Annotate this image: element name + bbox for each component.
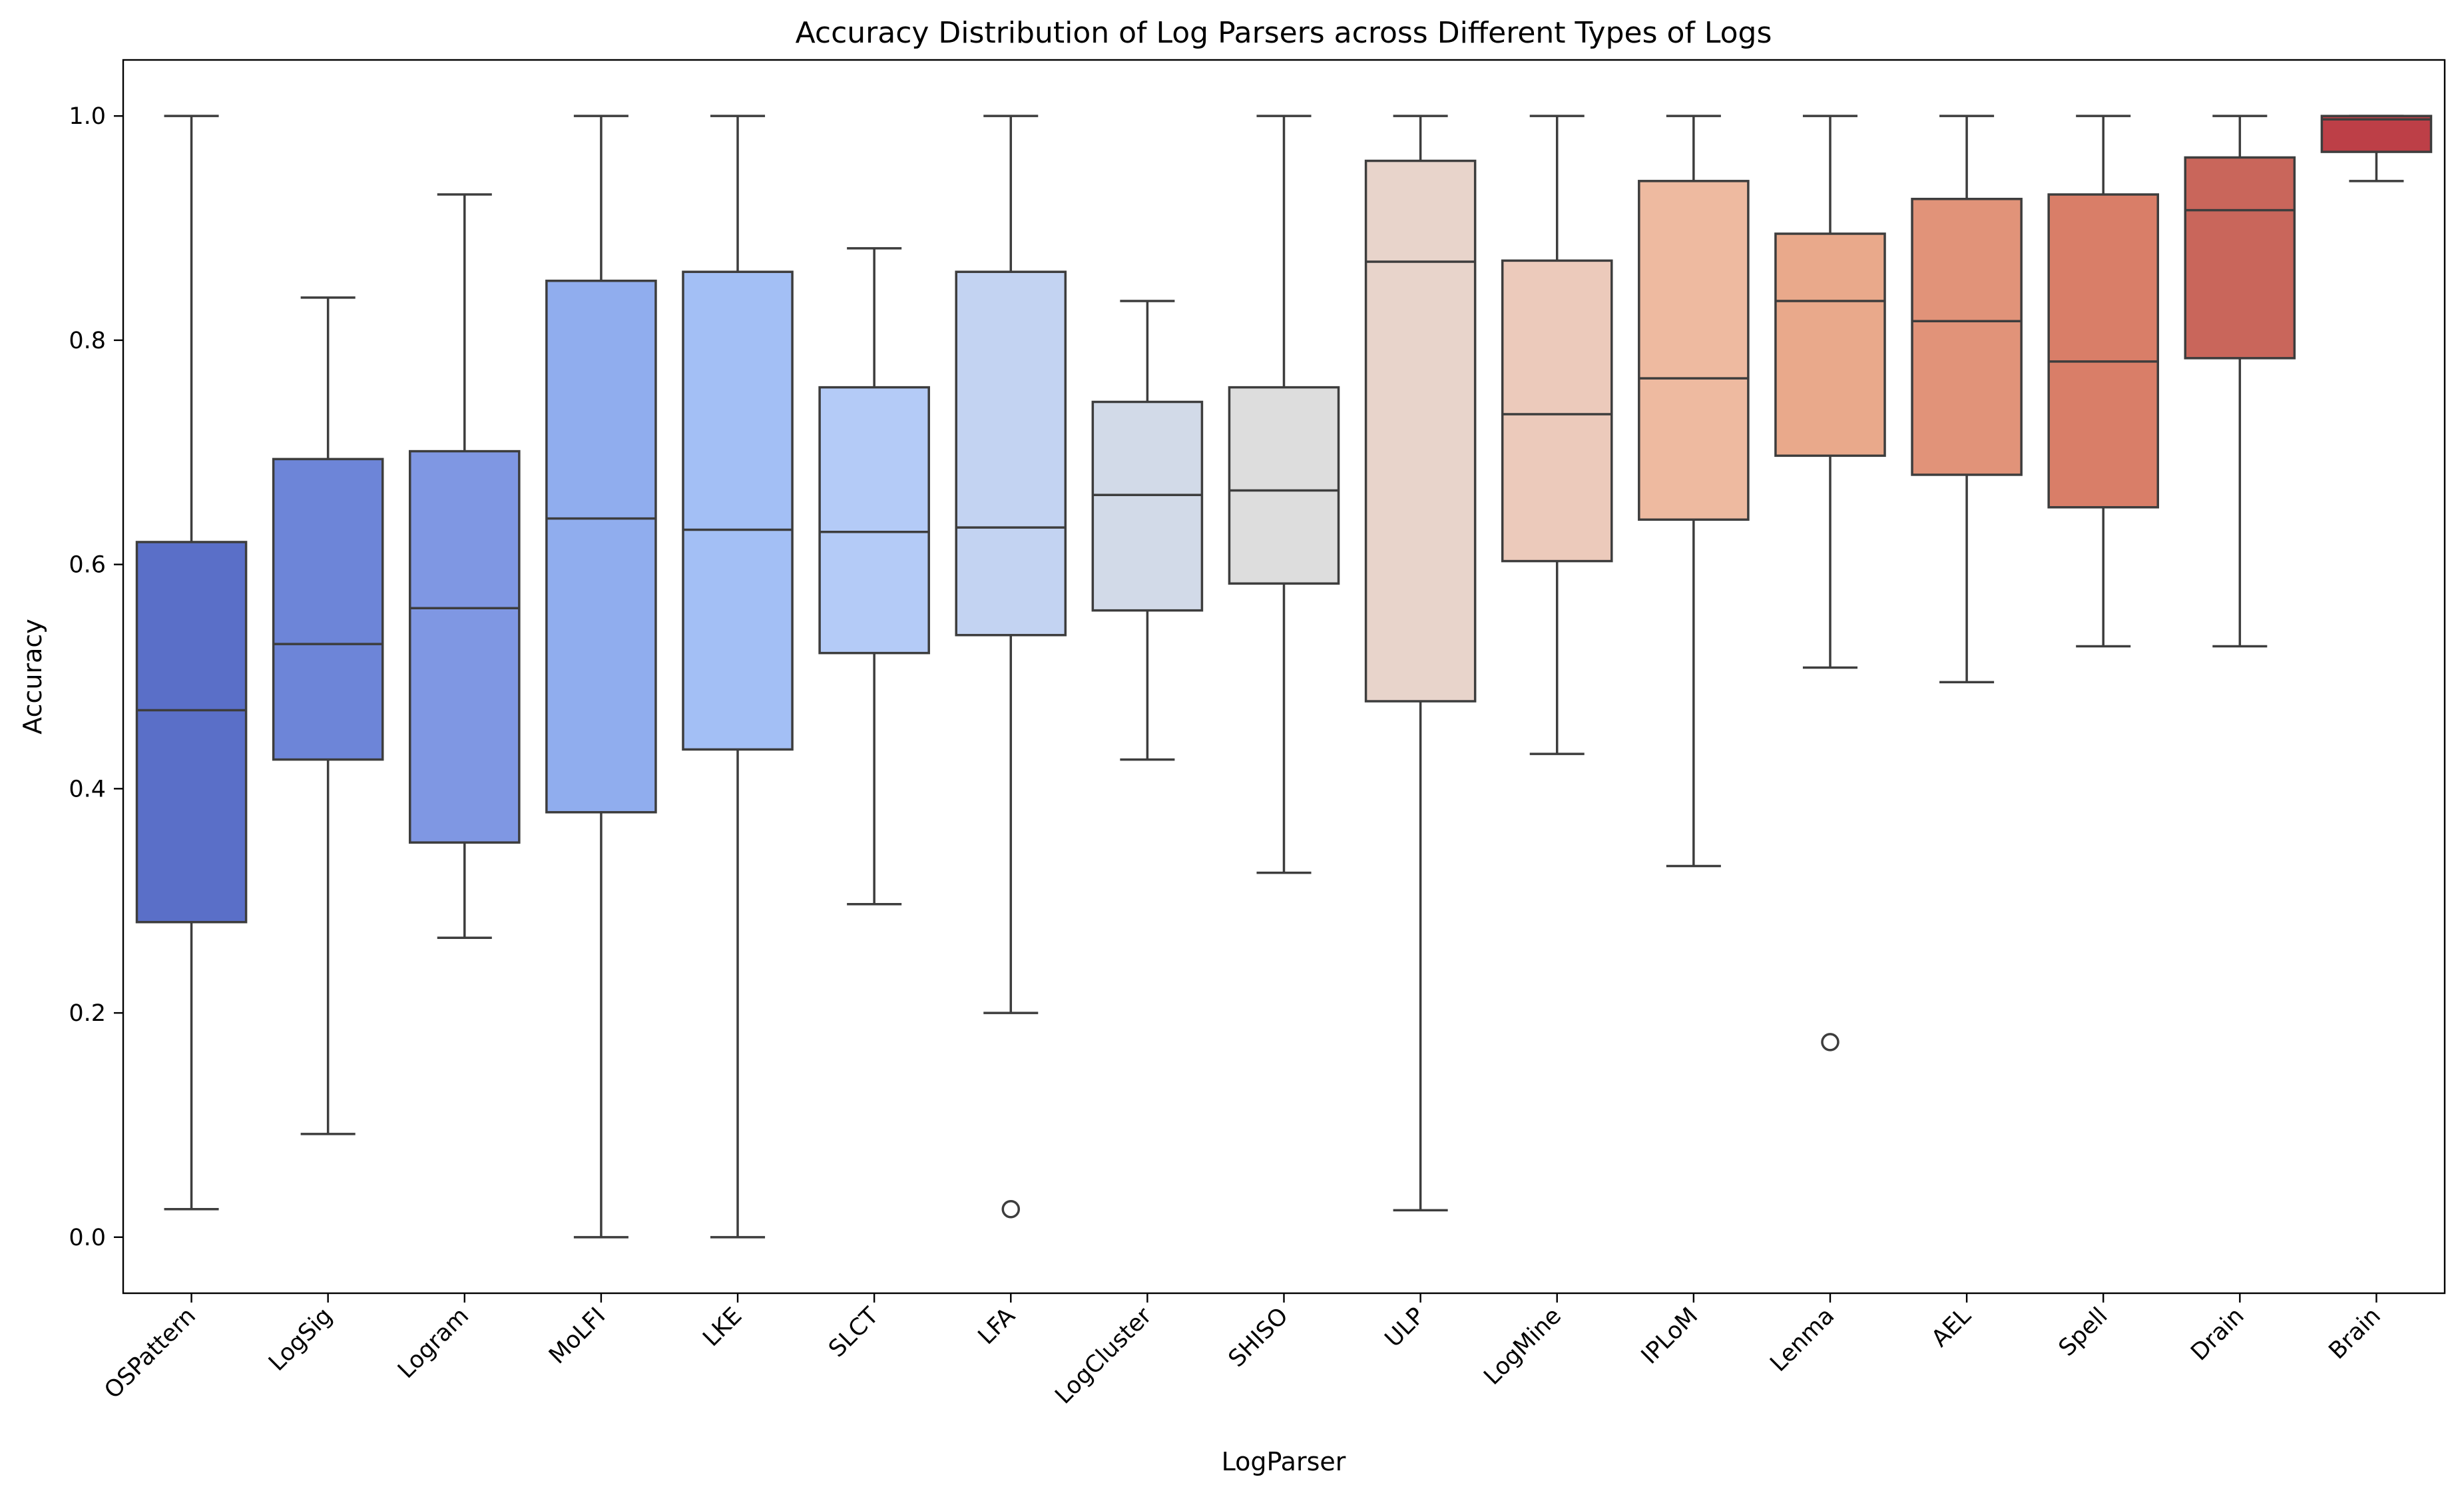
y-axis: 0.0 0.2 0.4 0.6 0.8 1.0 bbox=[69, 103, 123, 1251]
chart-title: Accuracy Distribution of Log Parsers acr… bbox=[796, 16, 1772, 50]
y-axis-label: Accuracy bbox=[18, 619, 47, 735]
y-tick-label: 0.6 bbox=[69, 552, 106, 579]
iqr-box bbox=[1364, 159, 1477, 703]
box-shiso bbox=[1228, 115, 1340, 874]
box-logcluster bbox=[1091, 300, 1204, 761]
plot-area bbox=[135, 115, 2433, 1239]
box-brain bbox=[2320, 115, 2433, 182]
y-tick-label: 1.0 bbox=[69, 103, 106, 130]
iqr-box bbox=[2320, 115, 2433, 153]
iqr-box bbox=[1638, 180, 1750, 521]
outlier-point bbox=[1821, 1033, 1840, 1051]
iqr-box bbox=[955, 270, 1067, 637]
x-axis-label: LogParser bbox=[1222, 1447, 1346, 1476]
iqr-box bbox=[1774, 232, 1886, 457]
iqr-box bbox=[408, 449, 521, 844]
box-ospattern bbox=[135, 115, 248, 1211]
box-lke bbox=[682, 115, 794, 1239]
box-logsig bbox=[272, 296, 384, 1135]
box-logram bbox=[408, 193, 521, 940]
iqr-box bbox=[682, 270, 794, 751]
y-tick-label: 0.0 bbox=[69, 1225, 106, 1251]
y-tick-label: 0.2 bbox=[69, 1000, 106, 1027]
box-ael bbox=[1911, 115, 2023, 684]
box-slct bbox=[818, 247, 930, 906]
iqr-box bbox=[545, 279, 657, 814]
box-logmine bbox=[1501, 115, 1613, 755]
box-molfi bbox=[545, 115, 657, 1239]
box-ulp bbox=[1364, 115, 1477, 1212]
iqr-box bbox=[272, 457, 384, 761]
box-drain bbox=[2184, 115, 2296, 648]
outlier-point bbox=[1001, 1199, 1021, 1219]
iqr-box bbox=[2184, 156, 2296, 360]
iqr-box bbox=[1091, 400, 1204, 612]
iqr-box bbox=[1501, 259, 1613, 563]
iqr-box bbox=[2047, 193, 2160, 509]
iqr-box bbox=[135, 541, 248, 924]
iqr-box bbox=[1911, 198, 2023, 476]
y-tick-label: 0.4 bbox=[69, 776, 106, 802]
iqr-box bbox=[1228, 386, 1340, 585]
box-iplom bbox=[1638, 115, 1750, 868]
box-lenma bbox=[1774, 115, 1886, 1051]
y-tick-label: 0.8 bbox=[69, 328, 106, 354]
box-lfa bbox=[955, 115, 1067, 1219]
box-spell bbox=[2047, 115, 2160, 648]
iqr-box bbox=[818, 386, 930, 655]
